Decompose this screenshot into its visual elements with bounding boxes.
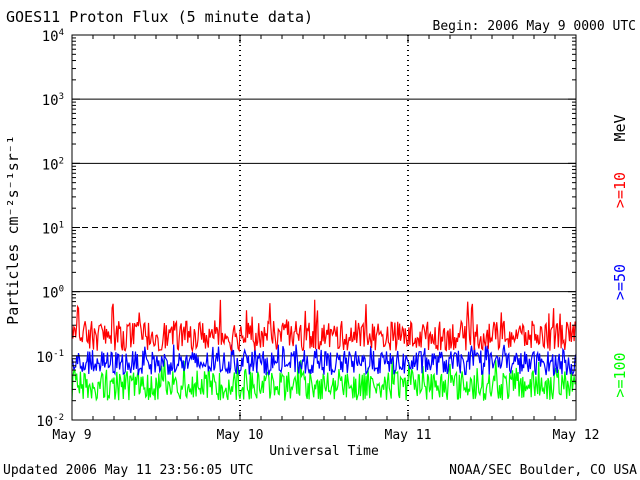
x-tick-label: May 12 [553,428,600,443]
y-tick-label: 10-1 [36,349,64,366]
y-tick-label: 104 [42,28,64,45]
legend: >=10 >=50 >=100 MeV [611,114,629,397]
series-line-ge100 [71,359,577,402]
x-tick-label: May 10 [217,428,264,443]
x-axis-label: Universal Time [269,444,379,459]
y-tick-label: 102 [42,156,64,173]
updated-time: Updated 2006 May 11 23:56:05 UTC [3,463,253,478]
x-tick-label: May 11 [385,428,432,443]
series-line-ge50 [71,344,577,377]
y-axis-ticks: 104 103 102 101 100 10-1 10-2 [36,28,576,430]
grid [72,35,576,420]
series-line-ge10 [71,299,577,353]
begin-time: Begin: 2006 May 9 0000 UTC [433,19,637,34]
legend-ge100: >=100 [611,352,629,397]
legend-ge50: >=50 [611,264,629,300]
chart-title: GOES11 Proton Flux (5 minute data) [6,8,313,26]
y-axis-label: Particles cm⁻²s⁻¹sr⁻¹ [4,135,22,325]
x-axis-ticks: May 9 May 10 May 11 May 12 [52,35,599,443]
y-tick-label: 10-2 [36,413,64,430]
series-lines [71,299,577,402]
y-tick-label: 101 [42,221,64,238]
y-tick-label: 100 [42,285,64,302]
legend-ge10: >=10 [611,172,629,208]
y-tick-label: 103 [42,92,64,109]
source-credit: NOAA/SEC Boulder, CO USA [449,463,637,478]
x-tick-label: May 9 [52,428,91,443]
legend-unit: MeV [611,114,629,141]
